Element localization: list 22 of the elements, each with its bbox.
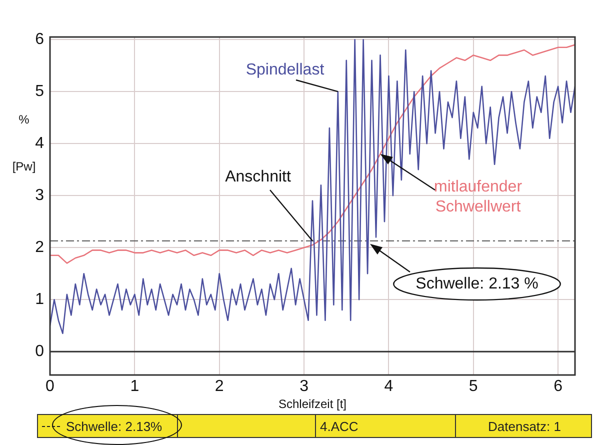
y-tick-label: 4 bbox=[35, 135, 44, 152]
x-tick-label: 2 bbox=[214, 378, 224, 396]
x-tick-label: 3 bbox=[300, 378, 309, 396]
text: % [Pw] bbox=[12, 112, 36, 174]
annotation: Anschnitt bbox=[225, 168, 292, 186]
y-tick-label: 5 bbox=[35, 83, 44, 100]
x-tick-label: 5 bbox=[468, 378, 478, 396]
x-tick-label: 6 bbox=[554, 378, 563, 396]
x-tick-label: 1 bbox=[130, 378, 140, 396]
y-tick-label: 6 bbox=[35, 31, 44, 48]
text: Schwelle: 2.13% bbox=[66, 418, 162, 434]
text: Datensatz: 1 bbox=[488, 418, 561, 434]
y-tick-label: 1 bbox=[35, 291, 44, 308]
y-tick-label: 3 bbox=[35, 187, 44, 204]
y-tick-label: 2 bbox=[35, 239, 44, 256]
series-label: Spindellast bbox=[246, 61, 325, 78]
ref-line-label: Schwelle: 2.13 % bbox=[416, 275, 538, 292]
x-tick-label: 4 bbox=[384, 378, 394, 396]
y-tick-label: 0 bbox=[35, 343, 44, 360]
x-axis-title: Schleifzeit [t] bbox=[278, 397, 347, 412]
text: 4.ACC bbox=[320, 418, 358, 434]
text: mitlaufender Schwellwert bbox=[434, 178, 523, 216]
